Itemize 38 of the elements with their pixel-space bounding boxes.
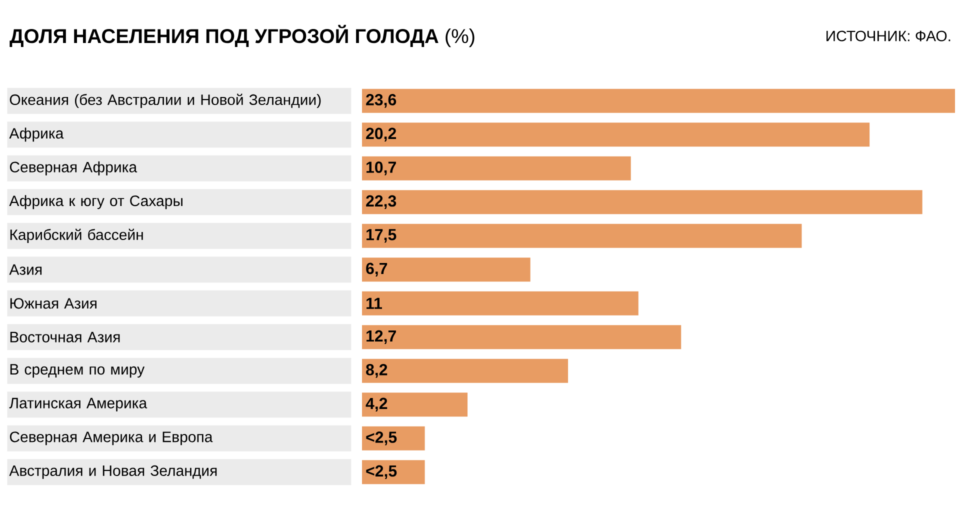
text: ИСТОЧНИК: ФАО. <box>826 30 950 42</box>
y-tick-label: Азия <box>9 264 42 275</box>
bar <box>362 392 468 417</box>
data-label: 12,7 <box>366 330 396 344</box>
data-label: 8,2 <box>366 364 388 378</box>
y-tick-label: Карибский бассейн <box>10 228 143 244</box>
y-tick-label: В среднем по миру <box>10 364 145 378</box>
data-label: 20,2 <box>366 128 396 142</box>
y-tick-label: Южная Азия <box>10 298 96 309</box>
data-label: 6,7 <box>366 262 388 276</box>
data-label: 11 <box>366 298 382 309</box>
chart-title: ДОЛЯ НАСЕЛЕНИЯ ПОД УГРОЗОЙ ГОЛОДА (%) <box>10 24 474 48</box>
data-label: <2,5 <box>366 465 397 479</box>
y-tick-label: Африка <box>9 128 64 142</box>
y-tick-label: Восточная Азия <box>10 332 120 342</box>
bar <box>362 325 682 350</box>
y-tick-label: Австралия и Новая Зеландия <box>9 465 217 479</box>
data-label: <2,5 <box>366 432 397 446</box>
y-tick-label: Северная Африка <box>10 161 138 176</box>
bar <box>362 358 568 383</box>
bar <box>362 291 638 316</box>
y-tick-label: Африка к югу от Сахары <box>9 195 182 210</box>
bar <box>362 460 425 484</box>
bar <box>362 190 922 214</box>
data-label: 17,5 <box>366 229 396 243</box>
data-label: 23,6 <box>366 94 396 108</box>
bar <box>362 224 802 248</box>
y-tick-label: Латинская Америка <box>9 398 148 412</box>
y-tick-label: Северная Америка и Европа <box>10 432 213 446</box>
bar <box>362 156 631 180</box>
data-label: 22,3 <box>366 195 396 209</box>
bar <box>362 122 870 147</box>
data-label: 10,7 <box>366 162 396 176</box>
bar <box>362 426 425 450</box>
data-label: 4,2 <box>366 398 388 412</box>
y-tick-label: Океания (без Австралии и Новой Зеландии) <box>10 94 321 108</box>
bar <box>362 258 530 282</box>
bar <box>362 88 956 113</box>
